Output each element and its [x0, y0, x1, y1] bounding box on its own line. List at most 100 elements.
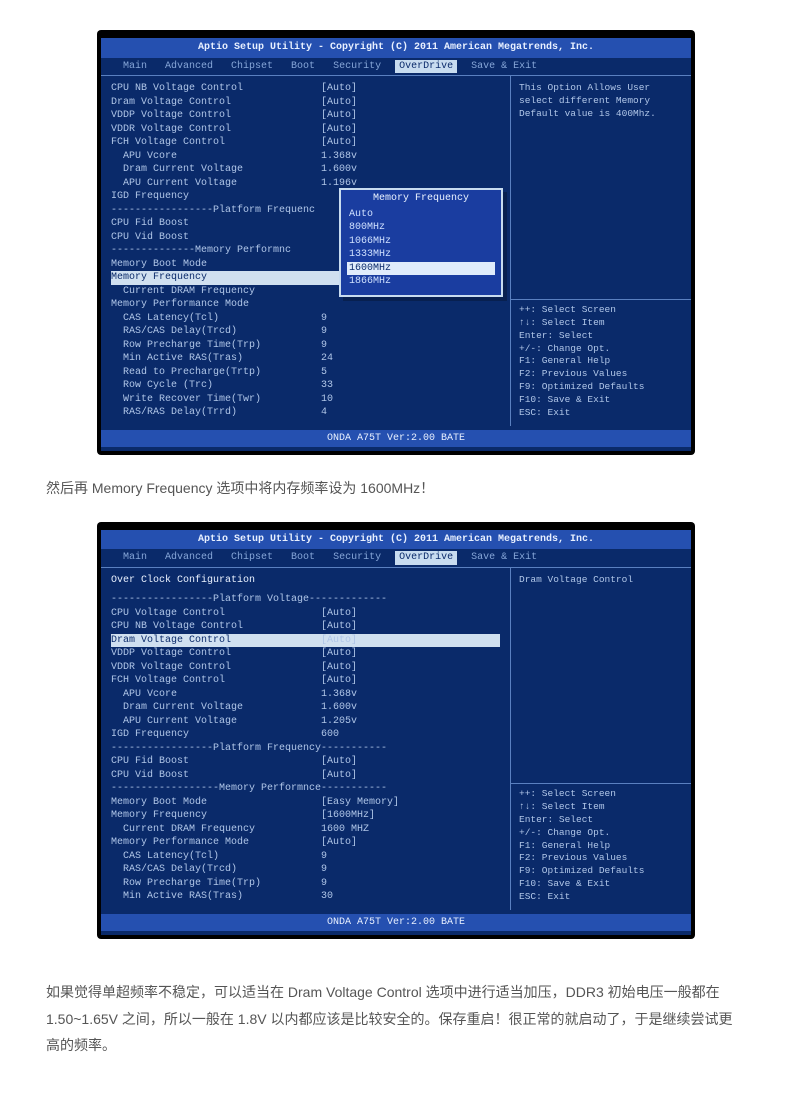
setting-row[interactable]: CPU NB Voltage Control[Auto]: [111, 620, 500, 634]
setting-row[interactable]: Row Precharge Time(Trp)9: [111, 877, 500, 891]
memory-frequency-popup[interactable]: Memory Frequency Auto800MHz1066MHz1333MH…: [339, 188, 503, 297]
menu-tab-security[interactable]: Security: [329, 60, 385, 74]
setting-row[interactable]: Min Active RAS(Tras)30: [111, 890, 500, 904]
setting-row[interactable]: Dram Current Voltage1.600v: [111, 163, 500, 177]
setting-row[interactable]: FCH Voltage Control[Auto]: [111, 674, 500, 688]
setting-label: CPU NB Voltage Control: [111, 82, 321, 96]
setting-row[interactable]: Write Recover Time(Twr)10: [111, 393, 500, 407]
setting-label: APU Current Voltage: [111, 177, 321, 191]
setting-row[interactable]: CPU Vid Boost[Auto]: [111, 769, 500, 783]
setting-label: Row Cycle (Trc): [111, 379, 321, 393]
setting-value: [Easy Memory]: [321, 796, 399, 810]
setting-row[interactable]: Dram Current Voltage1.600v: [111, 701, 500, 715]
bios-menu-bar: Main Advanced Chipset Boot Security OverDrive…: [101, 58, 691, 76]
setting-label: Min Active RAS(Tras): [111, 890, 321, 904]
setting-value: [Auto]: [321, 136, 357, 150]
setting-value: [Auto]: [321, 620, 357, 634]
key-legend-line: F10: Save & Exit: [519, 394, 683, 407]
setting-row[interactable]: CPU Voltage Control[Auto]: [111, 607, 500, 621]
setting-row[interactable]: RAS/CAS Delay(Trcd)9: [111, 325, 500, 339]
popup-option[interactable]: Auto: [347, 208, 495, 222]
menu-tab-save & exit[interactable]: Save & Exit: [467, 551, 541, 565]
bios-right-pane: Dram Voltage Control ++: Select Screen↑↓…: [511, 568, 691, 910]
key-legend-line: ↑↓: Select Item: [519, 317, 683, 330]
setting-row[interactable]: RAS/CAS Delay(Trcd)9: [111, 863, 500, 877]
setting-row[interactable]: CPU Fid Boost[Auto]: [111, 755, 500, 769]
setting-value: [Auto]: [321, 674, 357, 688]
divider-line: ------------------Memory Performnce-----…: [111, 782, 500, 796]
setting-value: 9: [321, 325, 327, 339]
key-legend-line: +/-: Change Opt.: [519, 343, 683, 356]
setting-row[interactable]: CAS Latency(Tcl)9: [111, 850, 500, 864]
setting-label: CPU Fid Boost: [111, 217, 321, 231]
setting-row[interactable]: APU Vcore1.368v: [111, 688, 500, 702]
setting-row[interactable]: Row Precharge Time(Trp)9: [111, 339, 500, 353]
key-legend-line: Enter: Select: [519, 330, 683, 343]
setting-value: 1.205v: [321, 715, 357, 729]
setting-row[interactable]: CPU NB Voltage Control[Auto]: [111, 82, 500, 96]
menu-tab-save & exit[interactable]: Save & Exit: [467, 60, 541, 74]
menu-tab-boot[interactable]: Boot: [287, 551, 319, 565]
setting-value: [Auto]: [321, 661, 357, 675]
setting-row[interactable]: Current DRAM Frequency1600 MHZ: [111, 823, 500, 837]
key-legend-line: ESC: Exit: [519, 891, 683, 904]
bios-title: Aptio Setup Utility - Copyright (C) 2011…: [101, 38, 691, 58]
setting-row[interactable]: VDDP Voltage Control[Auto]: [111, 109, 500, 123]
popup-title: Memory Frequency: [347, 192, 495, 206]
help-text-line: select different Memory: [519, 95, 683, 108]
menu-tab-overdrive[interactable]: OverDrive: [395, 60, 457, 74]
setting-value: 1600 MHZ: [321, 823, 369, 837]
menu-tab-advanced[interactable]: Advanced: [161, 60, 217, 74]
setting-row[interactable]: Row Cycle (Trc)33: [111, 379, 500, 393]
setting-row[interactable]: Memory Frequency[1600MHz]: [111, 809, 500, 823]
menu-tab-main[interactable]: Main: [119, 60, 151, 74]
menu-tab-chipset[interactable]: Chipset: [227, 60, 277, 74]
popup-option[interactable]: 800MHz: [347, 221, 495, 235]
setting-row[interactable]: VDDP Voltage Control[Auto]: [111, 647, 500, 661]
setting-row[interactable]: Memory Boot Mode[Easy Memory]: [111, 796, 500, 810]
setting-row[interactable]: APU Current Voltage1.205v: [111, 715, 500, 729]
menu-tab-boot[interactable]: Boot: [287, 60, 319, 74]
setting-value: 9: [321, 339, 327, 353]
setting-row[interactable]: Min Active RAS(Tras)24: [111, 352, 500, 366]
key-legend-line: +/-: Change Opt.: [519, 827, 683, 840]
setting-row[interactable]: CAS Latency(Tcl)9: [111, 312, 500, 326]
setting-label: CPU Fid Boost: [111, 755, 321, 769]
menu-tab-chipset[interactable]: Chipset: [227, 551, 277, 565]
setting-row[interactable]: Memory Performance Mode: [111, 298, 500, 312]
popup-option[interactable]: 1333MHz: [347, 248, 495, 262]
setting-label: Write Recover Time(Twr): [111, 393, 321, 407]
setting-label: CPU Voltage Control: [111, 607, 321, 621]
setting-label: Memory Frequency: [111, 271, 321, 285]
setting-row[interactable]: IGD Frequency600: [111, 728, 500, 742]
key-legend-line: ++: Select Screen: [519, 304, 683, 317]
setting-value: [Auto]: [321, 634, 357, 648]
setting-value: 9: [321, 312, 327, 326]
setting-label: IGD Frequency: [111, 190, 321, 204]
setting-value: 30: [321, 890, 333, 904]
setting-row[interactable]: VDDR Voltage Control[Auto]: [111, 661, 500, 675]
setting-value: [Auto]: [321, 109, 357, 123]
menu-tab-security[interactable]: Security: [329, 551, 385, 565]
setting-label: Current DRAM Frequency: [111, 823, 321, 837]
popup-option[interactable]: 1866MHz: [347, 275, 495, 289]
setting-row[interactable]: VDDR Voltage Control[Auto]: [111, 123, 500, 137]
setting-row[interactable]: Read to Precharge(Trtp)5: [111, 366, 500, 380]
popup-option[interactable]: 1600MHz: [347, 262, 495, 276]
setting-row[interactable]: RAS/RAS Delay(Trrd)4: [111, 406, 500, 420]
menu-tab-advanced[interactable]: Advanced: [161, 551, 217, 565]
key-legend-line: ++: Select Screen: [519, 788, 683, 801]
menu-tab-main[interactable]: Main: [119, 551, 151, 565]
setting-value: 1.600v: [321, 701, 357, 715]
menu-tab-overdrive[interactable]: OverDrive: [395, 551, 457, 565]
setting-row[interactable]: APU Vcore1.368v: [111, 150, 500, 164]
setting-row[interactable]: Dram Voltage Control[Auto]: [111, 96, 500, 110]
divider-line: -----------------Platform Voltage-------…: [111, 593, 500, 607]
setting-label: Dram Voltage Control: [111, 634, 321, 648]
setting-row[interactable]: Memory Performance Mode[Auto]: [111, 836, 500, 850]
setting-value: [Auto]: [321, 123, 357, 137]
key-legend-line: F1: General Help: [519, 355, 683, 368]
setting-row[interactable]: FCH Voltage Control[Auto]: [111, 136, 500, 150]
setting-row[interactable]: Dram Voltage Control[Auto]: [111, 634, 500, 648]
popup-option[interactable]: 1066MHz: [347, 235, 495, 249]
